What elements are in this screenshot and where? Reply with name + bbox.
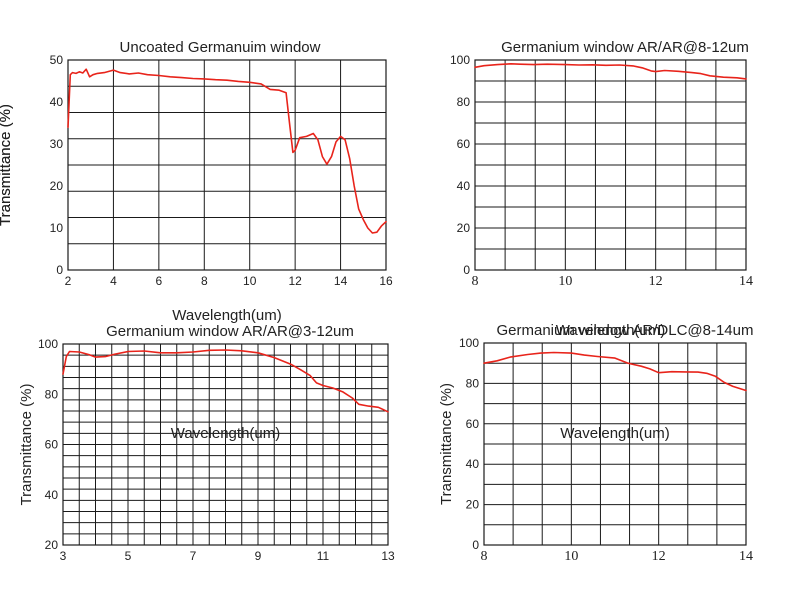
grid-lines xyxy=(484,343,746,545)
x-tick-label: 8 xyxy=(472,274,479,289)
chart-title: Germanium window AR/AR@3-12um xyxy=(106,323,354,340)
y-tick-label: 20 xyxy=(50,179,64,193)
grid-lines xyxy=(475,60,746,270)
y-tick-label: 30 xyxy=(50,137,64,151)
x-tick-label: 10 xyxy=(558,274,572,289)
y-axis-label: Transmittance (%) xyxy=(0,104,14,226)
x-tick-label: 2 xyxy=(65,274,72,288)
x-axis-label: Wavelength(um) xyxy=(560,425,669,442)
y-axis-label: Transmittance (%) xyxy=(0,104,14,226)
y-axis-label: Transmittance (%) xyxy=(18,384,35,506)
y-tick-label: 100 xyxy=(38,337,58,351)
y-tick-label: 60 xyxy=(466,417,480,431)
chart-svg-dlc-8-14: Germanium window AR/DLC@8-14um 0 20 40 60 80 1… xyxy=(438,322,754,564)
grid-lines xyxy=(63,344,388,545)
x-tick-label: 9 xyxy=(255,549,262,563)
x-axis-label: Wavelength(um) xyxy=(172,307,281,324)
plot-frame xyxy=(62,343,389,546)
x-tick-label: 14 xyxy=(739,274,753,289)
grid-lines xyxy=(68,60,386,270)
x-tick-label: 5 xyxy=(125,549,132,563)
y-tick-label: 40 xyxy=(466,457,480,471)
transmittance-series-line xyxy=(474,62,747,80)
y-tick-label: 20 xyxy=(457,221,471,235)
y-tick-label: 0 xyxy=(56,263,63,277)
x-tick-label: 13 xyxy=(381,549,395,563)
y-tick-label: 80 xyxy=(466,376,480,390)
y-axis-label: Transmittance (%) xyxy=(438,383,455,505)
chart-title: Uncoated Germanuim window xyxy=(120,39,321,56)
x-tick-label: 16 xyxy=(379,274,393,288)
y-tick-label: 40 xyxy=(457,179,471,193)
y-tick-label: 80 xyxy=(45,387,59,401)
transmittance-series-line xyxy=(62,349,389,413)
transmittance-series-line xyxy=(483,351,747,392)
x-tick-label: 11 xyxy=(317,549,330,563)
y-tick-label: 60 xyxy=(457,137,471,151)
chart-panel-dlc-8-14: Germanium window AR/DLC@8-14um 0 20 40 60 80 1… xyxy=(400,310,800,603)
x-tick-label: 12 xyxy=(649,274,663,289)
x-tick-label: 10 xyxy=(243,274,257,288)
plot-frame xyxy=(474,59,747,271)
y-tick-label: 40 xyxy=(45,488,59,502)
x-tick-label: 6 xyxy=(156,274,163,288)
x-axis-label: Wavelength(um) xyxy=(171,425,280,442)
x-tick-label: 10 xyxy=(564,549,578,564)
x-tick-label: 12 xyxy=(652,549,666,564)
chart-title: Germanium window AR/DLC@8-14um xyxy=(497,322,754,339)
x-tick-label: 12 xyxy=(288,274,302,288)
chart-svg-ar-8-12: Germanium window AR/AR@8-12um02040608010… xyxy=(0,39,753,339)
y-tick-label: 100 xyxy=(450,53,470,67)
y-tick-label: 20 xyxy=(466,498,480,512)
chart-svg-uncoated: Uncoated Germanuim window 0 10 20 30 40 50 2 4 6 8… xyxy=(0,39,393,324)
transmittance-series-line xyxy=(67,68,387,234)
y-tick-label: 80 xyxy=(457,95,471,109)
x-axis-label: Wavelength(um) xyxy=(556,322,665,339)
chart-panel-ar-3-12: Germanium window AR/AR@3-12um 20 40 60 80 100… xyxy=(0,310,400,603)
y-tick-label: 10 xyxy=(50,221,64,235)
y-tick-label: 0 xyxy=(463,263,470,277)
x-tick-label: 7 xyxy=(190,549,197,563)
x-tick-label: 8 xyxy=(481,549,488,564)
plot-frame xyxy=(67,59,387,271)
y-tick-label: 60 xyxy=(45,438,59,452)
x-tick-label: 8 xyxy=(201,274,208,288)
chart-panel-uncoated: Uncoated Germanuim window 0 10 20 30 40 50 2 4 6 8… xyxy=(0,30,400,324)
x-tick-label: 3 xyxy=(60,549,67,563)
y-tick-label: 20 xyxy=(45,538,59,552)
y-tick-label: 40 xyxy=(50,95,64,109)
x-tick-label: 4 xyxy=(110,274,117,288)
y-tick-label: 0 xyxy=(472,538,479,552)
plot-frame xyxy=(483,342,747,546)
chart-panel-ar-8-12: Germanium window AR/AR@8-12um 0 20 40 60 80 10… xyxy=(0,30,800,339)
x-tick-label: 14 xyxy=(739,549,753,564)
chart-title: Germanium window AR/AR@8-12um xyxy=(501,39,749,56)
chart-svg-ar-3-12: Germanium window AR/AR@3-12um 20 40 60 80 100… xyxy=(18,323,395,563)
y-tick-label: 100 xyxy=(459,336,479,350)
x-tick-label: 14 xyxy=(334,274,348,288)
y-tick-label: 50 xyxy=(50,53,64,67)
